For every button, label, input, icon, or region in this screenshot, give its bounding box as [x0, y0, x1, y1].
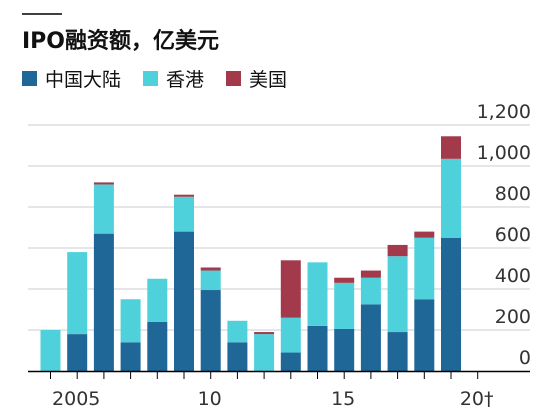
bar-2005-series-0: [67, 334, 88, 371]
bar-2006-series-2: [93, 182, 114, 185]
bar-2012-series-1: [254, 334, 275, 371]
legend-swatch-1: [143, 71, 158, 86]
bar-2006-series-1: [93, 184, 114, 234]
y-tick-label-0: 0: [519, 347, 531, 369]
x-tick-label-3: 20†: [460, 388, 494, 410]
x-tick-label-2: 15: [331, 388, 355, 410]
legend-label-1: 香港: [166, 69, 204, 91]
chart-title: IPO融资额，亿美元: [22, 28, 219, 54]
bar-2013-series-2: [280, 260, 301, 318]
legend: 中国大陆 香港 美国: [22, 69, 287, 91]
bar-2013-series-0: [280, 352, 301, 371]
bar-2016-series-1: [360, 277, 381, 305]
y-tick-label-4: 800: [495, 183, 531, 205]
bar-2010-series-0: [200, 290, 221, 371]
legend-label-2: 美国: [249, 69, 287, 91]
bar-2018-series-2: [414, 231, 435, 238]
bar-2011-series-0: [227, 342, 248, 371]
bar-2004-series-1: [40, 330, 61, 371]
legend-swatch-2: [226, 71, 241, 86]
bar-2018-series-0: [414, 299, 435, 371]
y-tick-label-3: 600: [495, 224, 531, 246]
y-axis-labels: 0 200 400 600 800 1,000 1,200: [477, 101, 531, 369]
bar-2017-series-0: [387, 332, 408, 371]
bars: [40, 136, 461, 371]
bar-2014-series-0: [307, 325, 328, 371]
bar-2013-series-1: [280, 317, 301, 353]
bar-2008-series-1: [147, 278, 168, 322]
x-tick-label-1: 10: [198, 388, 222, 410]
y-tick-label-5: 1,000: [477, 142, 531, 164]
bar-2015-series-0: [334, 328, 355, 371]
y-tick-label-2: 400: [495, 265, 531, 287]
bar-2011-series-1: [227, 320, 248, 343]
bar-2016-series-0: [360, 304, 381, 371]
bar-2019-series-0: [441, 237, 461, 371]
bar-2010-series-2: [200, 267, 221, 271]
bar-2017-series-2: [387, 244, 408, 257]
bar-2015-series-2: [334, 277, 355, 283]
bar-2019-series-2: [441, 136, 461, 159]
bar-2019-series-1: [441, 158, 461, 238]
y-tick-label-1: 200: [495, 306, 531, 328]
legend-label-0: 中国大陆: [45, 69, 121, 91]
legend-swatch-0: [22, 71, 37, 86]
x-axis: 2005 10 15 20†: [28, 370, 530, 410]
bar-2009-series-1: [174, 196, 194, 232]
bar-2010-series-1: [200, 270, 221, 291]
bar-2007-series-0: [120, 342, 141, 371]
bar-2009-series-0: [174, 231, 194, 371]
bar-2006-series-0: [93, 233, 114, 371]
bar-2015-series-1: [334, 282, 355, 329]
bar-2014-series-1: [307, 262, 328, 326]
bar-2007-series-1: [120, 299, 141, 343]
bar-2017-series-1: [387, 256, 408, 333]
bar-2005-series-1: [67, 252, 88, 335]
bar-2012-series-2: [254, 332, 275, 335]
bar-2016-series-2: [360, 270, 381, 278]
x-tick-label-0: 2005: [52, 388, 100, 410]
bar-2008-series-0: [147, 321, 168, 371]
bar-2009-series-2: [174, 194, 194, 197]
y-tick-label-6: 1,200: [477, 101, 531, 123]
bar-2018-series-1: [414, 237, 435, 300]
